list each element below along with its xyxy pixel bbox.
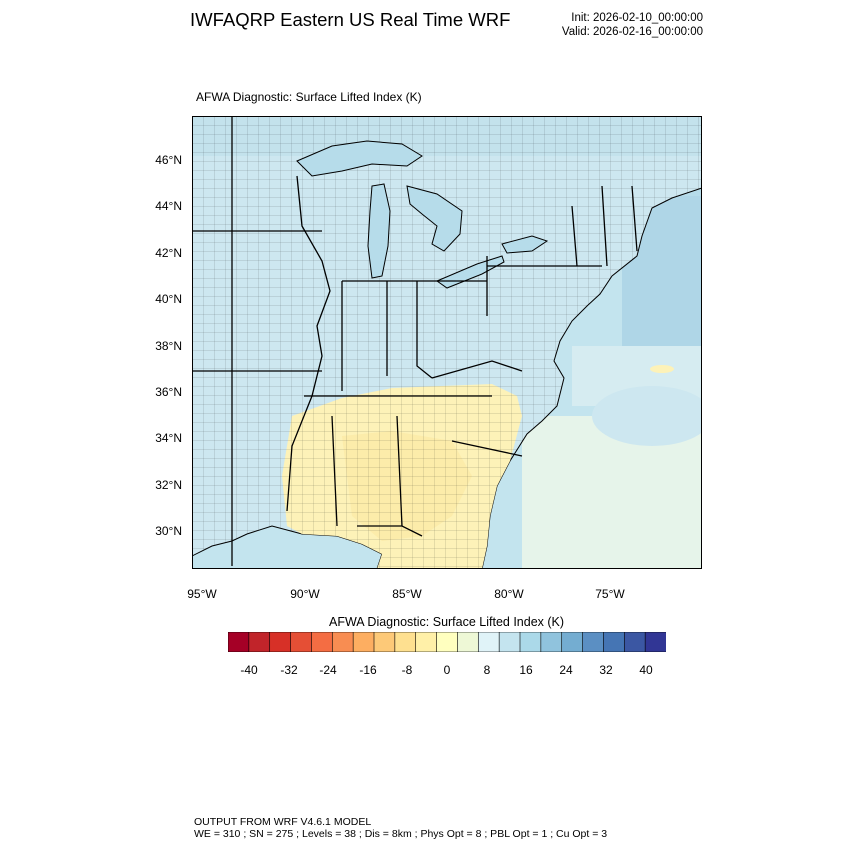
lat-label: 38°N bbox=[155, 339, 182, 353]
lake-michigan bbox=[367, 183, 391, 279]
lake-ontario bbox=[501, 235, 549, 254]
colorbar-title: AFWA Diagnostic: Surface Lifted Index (K… bbox=[329, 615, 565, 629]
colorbar-swatch bbox=[415, 632, 438, 652]
colorbar-swatch bbox=[623, 632, 646, 652]
colorbar-tick-label: 32 bbox=[599, 663, 613, 677]
lat-label: 34°N bbox=[155, 431, 182, 445]
field-title: AFWA Diagnostic: Surface Lifted Index (K… bbox=[196, 90, 422, 104]
footer-model-line: OUTPUT FROM WRF V4.6.1 MODEL bbox=[194, 816, 372, 828]
lon-label: 80°W bbox=[494, 587, 524, 601]
lat-label: 44°N bbox=[155, 199, 182, 213]
lat-label: 46°N bbox=[155, 153, 182, 167]
colorbar-swatch bbox=[228, 632, 250, 652]
colorbar-swatch bbox=[352, 632, 375, 652]
colorbar-swatch bbox=[394, 632, 417, 652]
colorbar-swatch bbox=[477, 632, 500, 652]
lake-huron bbox=[406, 185, 463, 252]
lon-label: 85°W bbox=[392, 587, 422, 601]
colorbar-tick-label: -16 bbox=[359, 663, 377, 677]
colorbar-tick-label: 24 bbox=[559, 663, 573, 677]
colorbar-swatch bbox=[498, 632, 521, 652]
colorbar-swatch bbox=[457, 632, 479, 652]
colorbar-swatch bbox=[269, 632, 292, 652]
colorbar-swatch bbox=[644, 632, 666, 652]
colorbar-swatch bbox=[540, 632, 563, 652]
map-plot bbox=[192, 116, 702, 569]
init-time: Init: 2026-02-10_00:00:00 bbox=[571, 12, 703, 24]
colorbar-tick-label: 8 bbox=[483, 663, 491, 677]
colorbar-tick-label: 40 bbox=[639, 663, 653, 677]
state-boundaries bbox=[192, 116, 638, 566]
lon-label: 95°W bbox=[187, 587, 217, 601]
colorbar-swatch bbox=[603, 632, 625, 652]
colorbar-swatch bbox=[373, 632, 396, 652]
colorbar-swatch bbox=[311, 632, 333, 652]
colorbar-tick-label: -40 bbox=[240, 663, 258, 677]
colorbar-tick-label: -8 bbox=[401, 663, 413, 677]
colorbar-swatch bbox=[331, 632, 354, 652]
colorbar-swatch bbox=[519, 632, 542, 652]
colorbar-swatch bbox=[290, 632, 313, 652]
footer-config-line: WE = 310 ; SN = 275 ; Levels = 38 ; Dis … bbox=[194, 828, 608, 840]
colorbar-tick-label: 16 bbox=[519, 663, 533, 677]
page-title: IWFAQRP Eastern US Real Time WRF bbox=[190, 9, 511, 30]
colorbar bbox=[228, 632, 666, 652]
colorbar-swatch bbox=[248, 632, 271, 652]
lon-label: 90°W bbox=[290, 587, 320, 601]
lat-label: 42°N bbox=[155, 246, 182, 260]
colorbar-tick-label: -24 bbox=[319, 663, 337, 677]
lat-label: 36°N bbox=[155, 385, 182, 399]
colorbar-swatch bbox=[436, 632, 459, 652]
lat-label: 30°N bbox=[155, 524, 182, 538]
colorbar-tick-label: 0 bbox=[443, 663, 451, 677]
lat-label: 40°N bbox=[155, 292, 182, 306]
lat-label: 32°N bbox=[155, 478, 182, 492]
lon-label: 75°W bbox=[595, 587, 625, 601]
colorbar-swatch bbox=[561, 632, 584, 652]
colorbar-tick-label: -32 bbox=[280, 663, 298, 677]
lake-superior bbox=[296, 140, 423, 177]
valid-time: Valid: 2026-02-16_00:00:00 bbox=[561, 26, 703, 38]
colorbar-swatch bbox=[582, 632, 605, 652]
